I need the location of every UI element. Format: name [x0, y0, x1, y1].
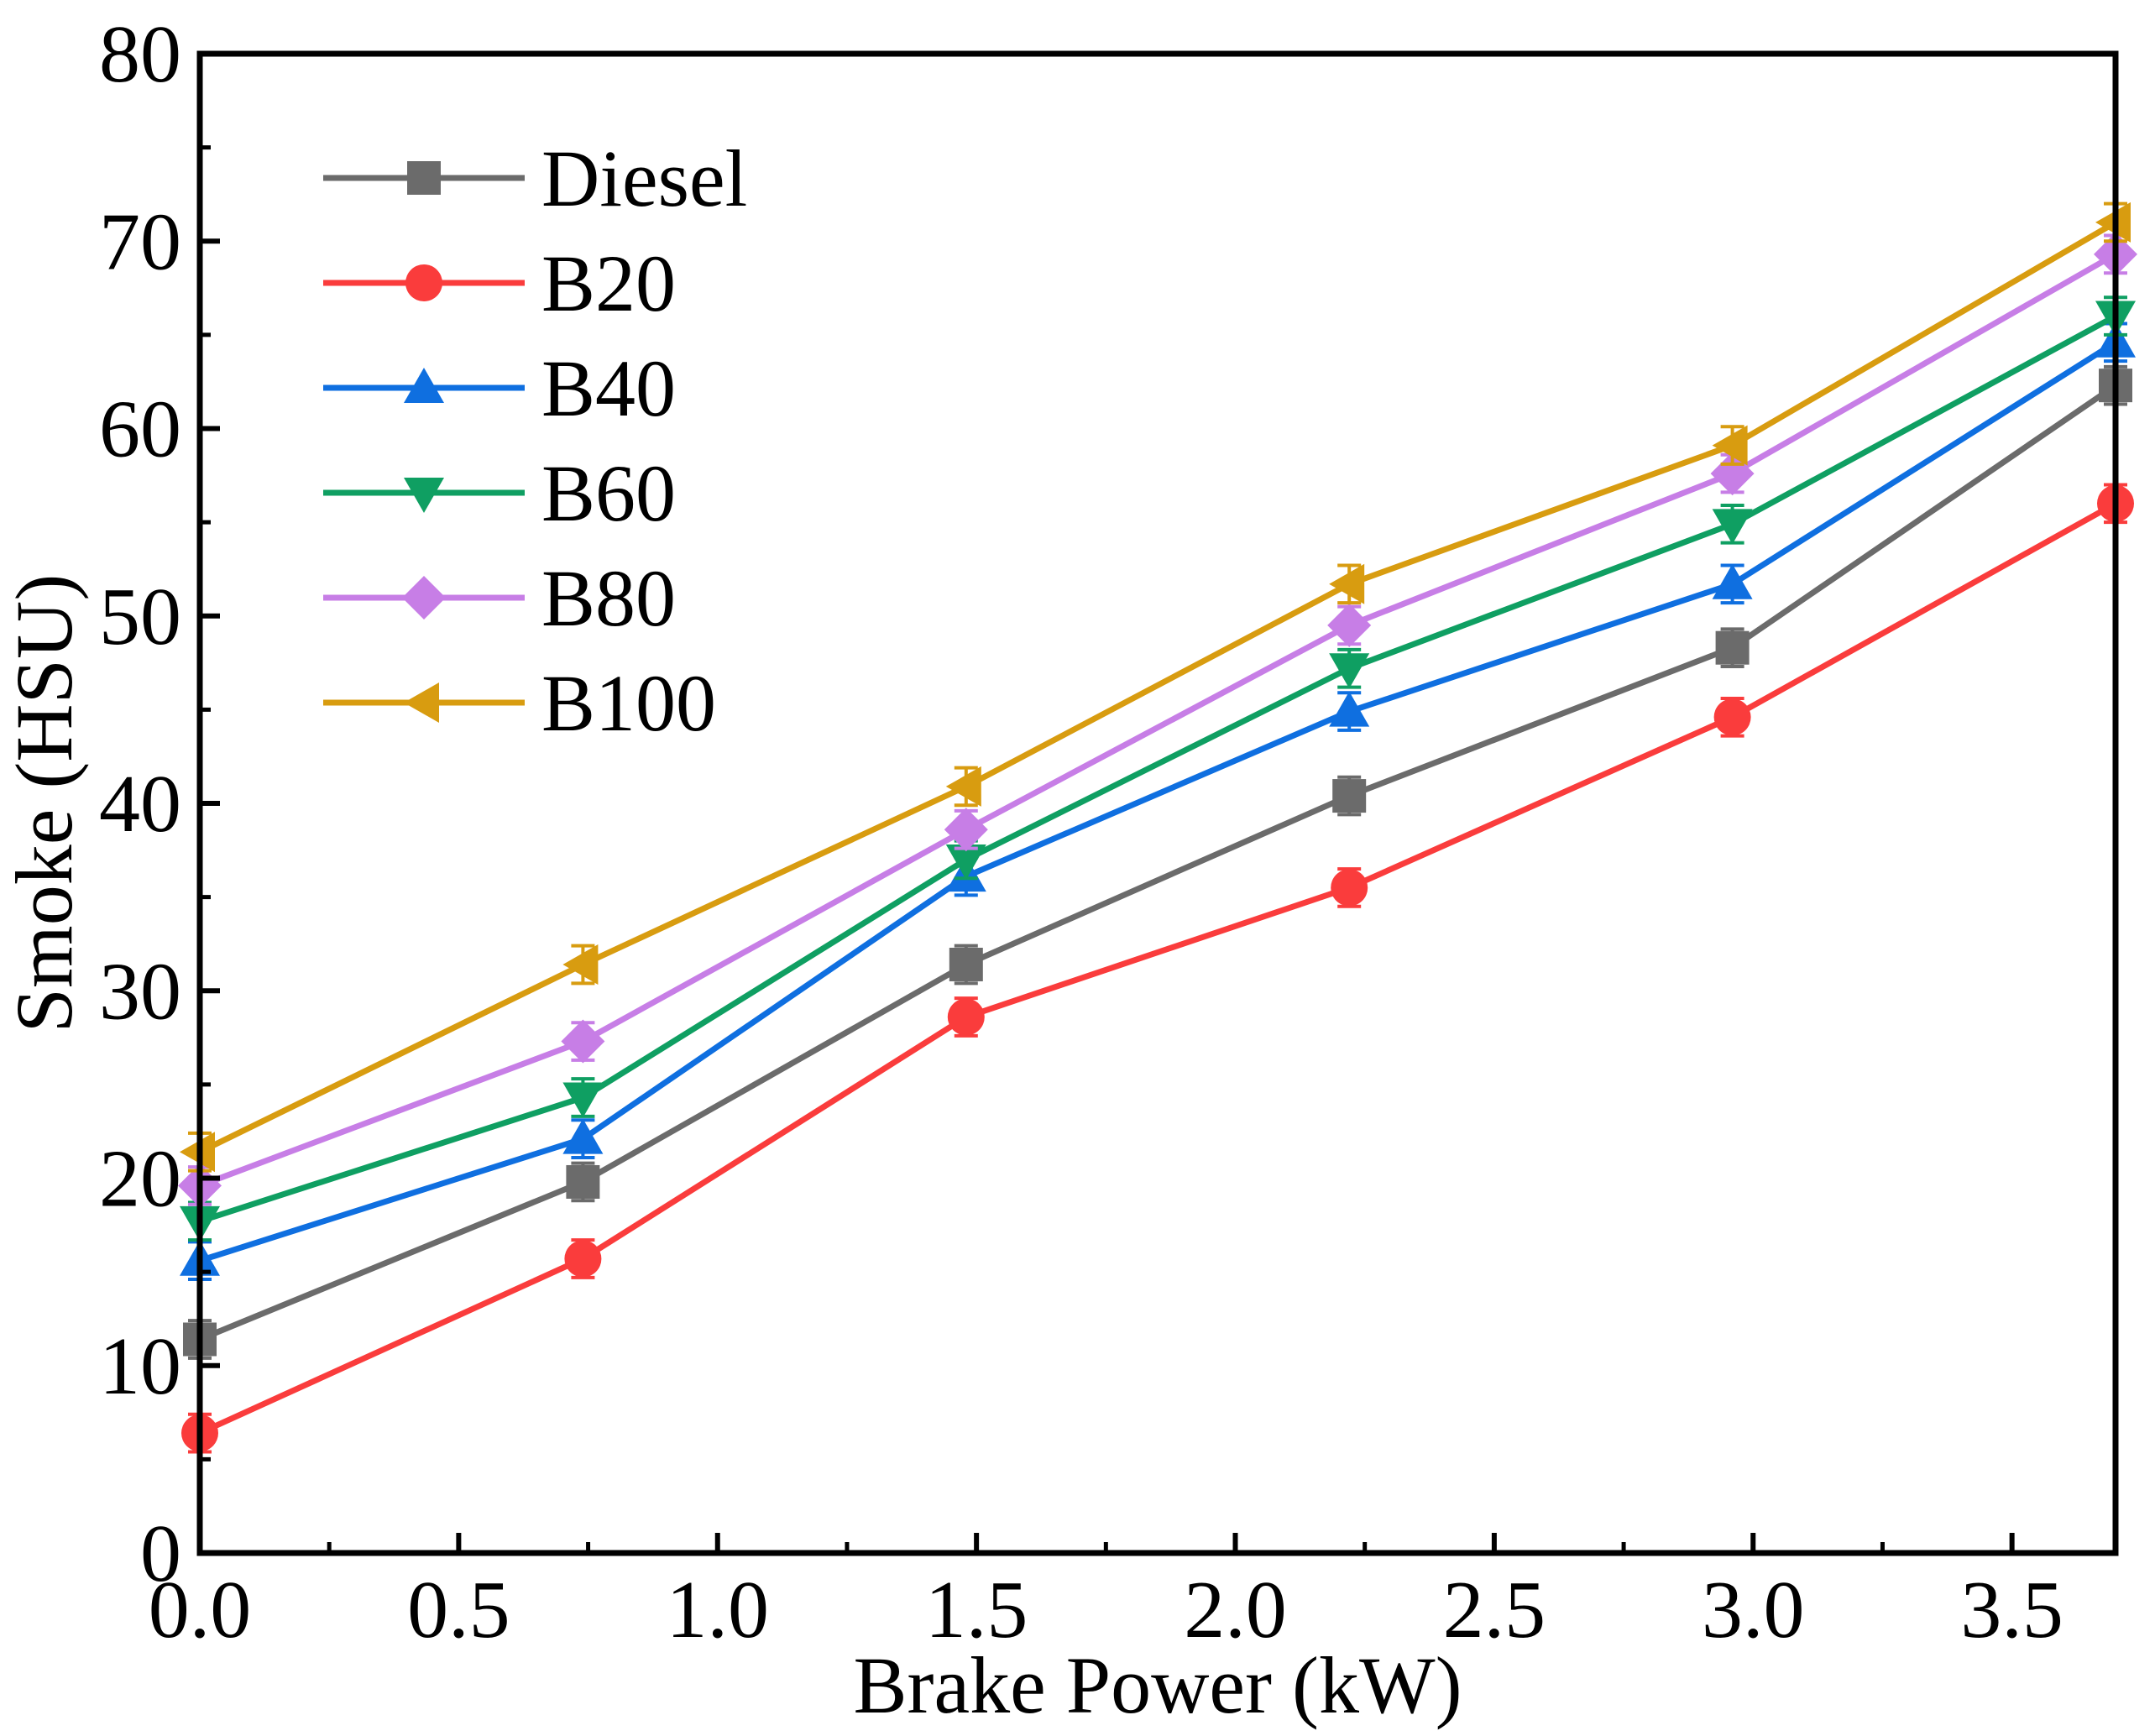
- legend-label: B60: [541, 448, 676, 538]
- legend-marker: [404, 478, 444, 513]
- y-tick-label: 30: [99, 946, 181, 1037]
- data-point: [945, 844, 986, 880]
- x-tick-label: 0.0: [149, 1565, 252, 1655]
- data-point: [949, 947, 983, 981]
- legend-entry-b100: B100: [323, 658, 716, 748]
- series-line: [198, 383, 2117, 1342]
- legend-entry-b40: B40: [323, 343, 676, 433]
- legend-label: B40: [541, 343, 676, 433]
- data-point: [1331, 869, 1368, 907]
- data-point: [1715, 630, 1750, 665]
- data-point: [1329, 563, 1365, 604]
- data-point: [566, 1164, 600, 1199]
- y-tick-label: 40: [99, 759, 181, 850]
- series-line: [198, 313, 2117, 1225]
- series-b100: [180, 201, 2131, 1173]
- data-point: [944, 808, 988, 852]
- data-point: [945, 766, 981, 807]
- legend-label: B20: [541, 238, 676, 328]
- series-line: [198, 219, 2117, 1155]
- x-tick-label: 1.0: [667, 1565, 770, 1655]
- x-tick-label: 3.0: [1702, 1565, 1805, 1655]
- legend-label: Diesel: [541, 133, 747, 223]
- data-point: [1712, 509, 1753, 545]
- legend-label: B100: [541, 658, 716, 748]
- y-axis-title: Smoke (HSU): [0, 574, 89, 1033]
- axes: 0.0 0.5 1.0 1.5 2.0 2.5 3.0 3.5 0 10 20 30 40 50 60 70 8…: [99, 9, 2063, 1655]
- legend-marker: [402, 576, 446, 620]
- data-point: [1327, 603, 1372, 647]
- legend: Diesel B20 B40 B60 B80 B100: [323, 133, 747, 748]
- x-tick-label: 2.0: [1184, 1565, 1287, 1655]
- legend-marker: [404, 682, 439, 723]
- y-tick-label: 70: [99, 196, 181, 287]
- data-point: [947, 998, 985, 1036]
- y-tick-label: 10: [99, 1321, 181, 1412]
- legend-marker: [404, 368, 444, 403]
- y-tick-label: 80: [99, 9, 181, 100]
- y-tick-label: 20: [99, 1134, 181, 1225]
- data-point: [1712, 425, 1748, 466]
- legend-marker: [405, 264, 442, 301]
- series-b20: [181, 483, 2134, 1454]
- data-point: [1332, 779, 1367, 813]
- data-point: [564, 1240, 602, 1278]
- series-b60: [180, 295, 2136, 1242]
- data-point: [1712, 563, 1753, 599]
- data-point: [562, 1118, 604, 1154]
- x-tick-label: 2.5: [1443, 1565, 1546, 1655]
- x-tick-label: 3.5: [1960, 1565, 2063, 1655]
- data-point: [562, 1082, 604, 1118]
- data-point: [1713, 698, 1751, 736]
- legend-marker: [407, 161, 441, 195]
- legend-entry-b80: B80: [323, 553, 676, 643]
- legend-label: B80: [541, 553, 676, 643]
- series-line: [198, 251, 2117, 1189]
- data-point: [561, 1019, 605, 1064]
- legend-entry-diesel: Diesel: [323, 133, 747, 223]
- series-line: [198, 500, 2117, 1436]
- y-tick-label: 50: [99, 572, 181, 662]
- y-tick-label: 0: [140, 1509, 181, 1599]
- data-point: [1329, 691, 1370, 727]
- x-tick-label: 1.5: [925, 1565, 1028, 1655]
- data-point: [1329, 653, 1370, 689]
- legend-entry-b60: B60: [323, 448, 676, 538]
- series-line: [198, 339, 2117, 1264]
- data-point: [562, 944, 599, 985]
- x-tick-label: 0.5: [407, 1565, 510, 1655]
- x-axis-title: Brake Power (kW): [853, 1640, 1462, 1730]
- y-tick-label: 60: [99, 384, 181, 475]
- plot-frame: [196, 50, 2119, 1556]
- legend-entry-b20: B20: [323, 238, 676, 328]
